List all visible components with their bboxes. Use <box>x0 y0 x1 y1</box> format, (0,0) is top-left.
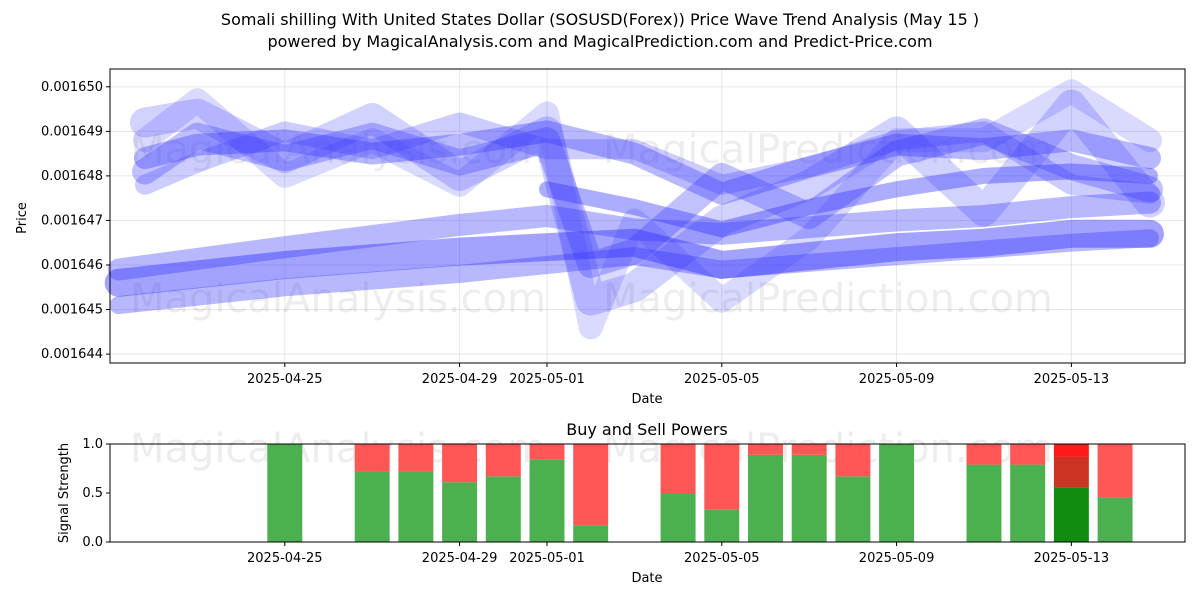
sell-bar <box>748 444 783 455</box>
price-y-tick-label: 0.001646 <box>41 258 103 273</box>
watermark-top-left: MagicalAnalysis.com <box>130 127 546 173</box>
price-x-tick-label: 2025-05-01 <box>509 372 585 387</box>
price-series-wave-low-2 <box>107 191 1161 281</box>
sell-bar <box>1010 444 1046 465</box>
watermark-top-right: MagicalPrediction.com <box>603 127 1053 173</box>
sell-bar <box>704 444 740 510</box>
sell-bar <box>354 444 390 472</box>
watermark-mid-left: MagicalAnalysis.com <box>130 276 546 322</box>
buy-bar <box>879 444 915 542</box>
chart-title: Somali shilling With United States Dolla… <box>220 10 980 29</box>
buy-bar <box>529 459 565 542</box>
price-series-wave-high-2 <box>132 118 1163 278</box>
buy-bar <box>660 493 696 542</box>
chart-subtitle: powered by MagicalAnalysis.com and Magic… <box>267 32 933 51</box>
buy-bar <box>966 464 1002 542</box>
price-x-tick-label: 2025-04-25 <box>247 372 323 387</box>
buy-bar <box>398 471 434 542</box>
powers-x-label: Date <box>631 571 662 586</box>
price-plot-frame <box>109 68 1186 364</box>
sell-bar <box>1097 444 1133 498</box>
powers-x-tick-label: 2025-05-05 <box>684 551 760 566</box>
sell-bar <box>1053 456 1089 488</box>
price-y-tick-label: 0.001645 <box>41 303 103 318</box>
price-x-label: Date <box>631 392 662 407</box>
buy-bar <box>835 476 871 542</box>
buy-bar <box>1010 464 1046 542</box>
price-x-tick-label: 2025-05-05 <box>684 372 760 387</box>
powers-x-tick-label: 2025-05-09 <box>859 551 935 566</box>
sell-bar <box>398 444 434 472</box>
powers-y-label: Signal Strength <box>57 443 72 543</box>
sell-bar <box>529 444 565 460</box>
price-series-wave-low-1 <box>104 219 1164 297</box>
price-y-tick-label: 0.001649 <box>41 124 103 139</box>
buy-bar <box>354 471 390 542</box>
price-x-tick-label: 2025-04-29 <box>422 372 498 387</box>
price-y-tick-label: 0.001647 <box>41 213 103 228</box>
buy-bar <box>704 509 740 542</box>
watermark-mid-right: MagicalPrediction.com <box>603 276 1053 322</box>
buy-bar <box>267 444 303 542</box>
buy-bar <box>573 525 609 542</box>
buy-bar <box>748 454 783 542</box>
price-series-wave-low-3 <box>109 229 1159 315</box>
price-series-wave-high-1 <box>134 120 1161 205</box>
sell-bar <box>660 444 696 493</box>
powers-y-tick-label: 0.5 <box>82 486 103 501</box>
power-bars <box>267 444 1133 542</box>
powers-x-tick-label: 2025-05-13 <box>1034 551 1110 566</box>
price-axes: 0.001644 0.001645 0.001646 0.001647 0.001648… <box>41 80 1109 387</box>
powers-title: Buy and Sell Powers <box>566 420 728 439</box>
buy-bar <box>485 476 521 542</box>
sell-bar <box>573 444 609 526</box>
sell-bar-top <box>1053 444 1089 457</box>
price-y-tick-label: 0.001650 <box>41 80 103 95</box>
price-x-tick-label: 2025-05-13 <box>1034 372 1110 387</box>
powers-x-tick-label: 2025-04-25 <box>247 551 323 566</box>
price-series-wave-mid <box>539 163 1158 238</box>
powers-y-tick-label: 1.0 <box>82 437 103 452</box>
price-y-tick-label: 0.001648 <box>41 169 103 184</box>
sell-bar <box>485 444 521 477</box>
sell-bar <box>791 444 827 455</box>
powers-x-tick-label: 2025-04-29 <box>422 551 498 566</box>
price-wave-series <box>104 79 1165 340</box>
buy-bar <box>442 482 478 542</box>
powers-axes: 0.0 0.5 1.0 2025-04-25 2025-04-29 2025-05-01 2… <box>82 437 1109 566</box>
price-x-tick-label: 2025-05-09 <box>859 372 935 387</box>
buy-bar <box>1053 487 1089 542</box>
sell-bar <box>442 444 478 483</box>
price-y-tick-label: 0.001644 <box>41 347 103 362</box>
buy-bar <box>791 454 827 542</box>
powers-y-tick-label: 0.0 <box>82 535 103 550</box>
sell-bar <box>835 444 871 477</box>
price-y-label: Price <box>15 202 30 234</box>
buy-bar <box>1097 497 1133 542</box>
powers-x-tick-label: 2025-05-01 <box>509 551 585 566</box>
price-series-wave-spike <box>133 79 1162 340</box>
sell-bar <box>966 444 1002 465</box>
watermark-bottom-left: MagicalAnalysis.com <box>130 426 546 472</box>
price-series-wave-high-3 <box>130 89 1165 316</box>
price-series-wave-mix <box>135 112 1160 204</box>
price-grid <box>110 69 1185 363</box>
